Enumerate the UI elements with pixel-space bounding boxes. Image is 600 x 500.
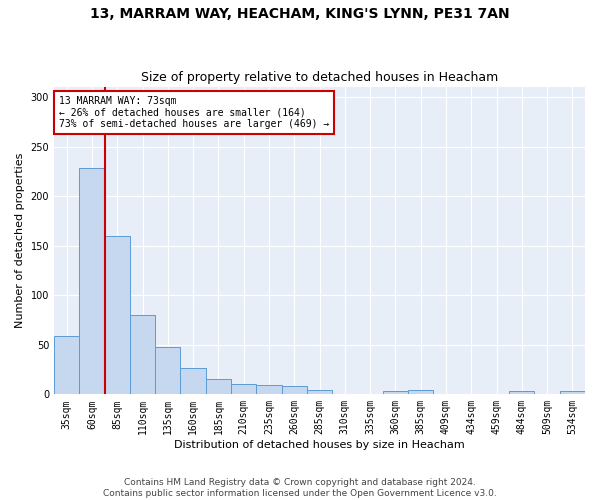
Bar xyxy=(206,380,231,394)
Bar xyxy=(509,392,535,394)
X-axis label: Distribution of detached houses by size in Heacham: Distribution of detached houses by size … xyxy=(174,440,465,450)
Bar xyxy=(104,236,130,394)
Text: 13, MARRAM WAY, HEACHAM, KING'S LYNN, PE31 7AN: 13, MARRAM WAY, HEACHAM, KING'S LYNN, PE… xyxy=(90,8,510,22)
Bar xyxy=(155,347,181,395)
Text: 13 MARRAM WAY: 73sqm
← 26% of detached houses are smaller (164)
73% of semi-deta: 13 MARRAM WAY: 73sqm ← 26% of detached h… xyxy=(59,96,329,130)
Bar xyxy=(408,390,433,394)
Bar xyxy=(560,392,585,394)
Bar xyxy=(281,386,307,394)
Title: Size of property relative to detached houses in Heacham: Size of property relative to detached ho… xyxy=(141,72,498,85)
Bar xyxy=(307,390,332,394)
Bar xyxy=(79,168,104,394)
Bar xyxy=(383,392,408,394)
Bar xyxy=(181,368,206,394)
Text: Contains HM Land Registry data © Crown copyright and database right 2024.
Contai: Contains HM Land Registry data © Crown c… xyxy=(103,478,497,498)
Bar xyxy=(231,384,256,394)
Bar xyxy=(54,336,79,394)
Bar xyxy=(130,315,155,394)
Y-axis label: Number of detached properties: Number of detached properties xyxy=(15,153,25,328)
Bar xyxy=(256,386,281,394)
